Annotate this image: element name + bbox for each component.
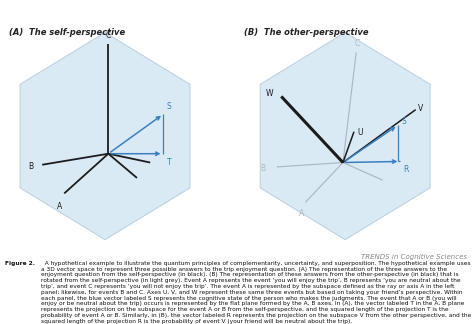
- Text: A: A: [299, 209, 304, 218]
- Text: (B)  The other-perspective: (B) The other-perspective: [244, 28, 368, 37]
- Text: S: S: [401, 117, 406, 126]
- Text: C: C: [106, 31, 111, 40]
- Text: B: B: [28, 162, 33, 171]
- Polygon shape: [20, 32, 190, 240]
- Text: (A)  The self-perspective: (A) The self-perspective: [9, 28, 125, 37]
- Text: S: S: [167, 102, 172, 111]
- Text: U: U: [357, 128, 363, 137]
- Text: A hypothetical example to illustrate the quantum principles of complementarity, : A hypothetical example to illustrate the…: [41, 261, 472, 324]
- Text: W: W: [266, 88, 273, 98]
- Text: T: T: [167, 158, 172, 167]
- Polygon shape: [260, 32, 430, 240]
- Text: TRENDS in Cognitive Sciences: TRENDS in Cognitive Sciences: [361, 254, 467, 260]
- Text: R: R: [403, 165, 409, 174]
- Text: A: A: [57, 202, 63, 211]
- Text: Figure 2.: Figure 2.: [5, 261, 35, 266]
- Text: B: B: [261, 164, 266, 173]
- Text: C: C: [355, 39, 360, 48]
- Text: V: V: [418, 104, 423, 113]
